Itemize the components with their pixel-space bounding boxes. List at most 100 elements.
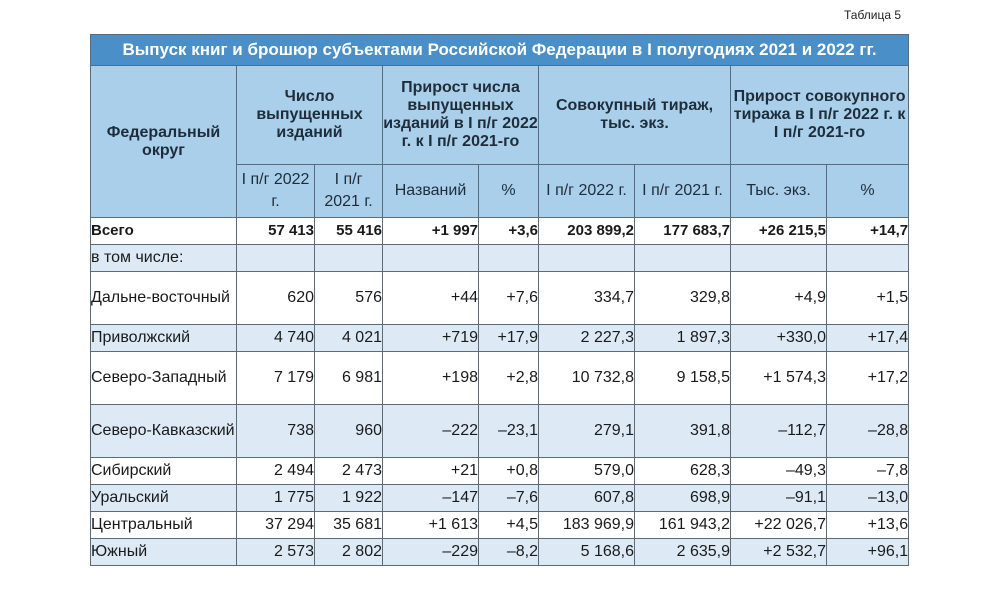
cell: 55 416 [314,217,383,245]
cell: +26 215,5 [730,217,827,245]
cell: 279,1 [538,404,635,458]
row-name: Сибирский [90,457,237,485]
table-row: Дальне-восточный 620 576 +44 +7,6 334,7 … [90,271,910,325]
subheader-thous: Тыс. экз. [730,164,827,218]
cell: 2 802 [314,538,383,566]
header-circulation: Совокупный тираж, тыс. экз. [538,65,731,165]
cell: –147 [382,484,479,512]
cell: 334,7 [538,271,635,325]
cell: 1 897,3 [634,324,731,352]
cell: 35 681 [314,511,383,539]
cell: –91,1 [730,484,827,512]
cell: –222 [382,404,479,458]
header-circulation-growth: Прирост совокупного тиража в I п/г 2022 … [729,65,910,165]
cell: +96,1 [825,538,910,566]
cell: 1 922 [314,484,383,512]
cell: +22 026,7 [730,511,827,539]
cell: 329,8 [634,271,731,325]
cell: –23,1 [478,404,539,458]
cell: 960 [314,404,383,458]
cell: 607,8 [538,484,635,512]
cell: 4 021 [314,324,383,352]
cell: 2 635,9 [634,538,731,566]
table-row-total: Всего 57 413 55 416 +1 997 +3,6 203 899,… [90,217,910,245]
cell: +14,7 [825,217,910,245]
cell: –8,2 [478,538,539,566]
table-title: Выпуск книг и брошюр субъектами Российск… [89,34,910,66]
cell: 2 473 [314,457,383,485]
subheader-names: Названий [382,164,479,218]
cell: +3,6 [478,217,539,245]
publishing-table: Выпуск книг и брошюр субъектами Российск… [89,34,910,566]
subheader-pct2: % [825,164,910,218]
cell: 203 899,2 [538,217,635,245]
cell: 2 227,3 [538,324,635,352]
cell: 2 494 [236,457,315,485]
cell: 7 179 [236,351,315,405]
cell: 2 573 [236,538,315,566]
cell: +17,2 [825,351,910,405]
cell: +1,5 [825,271,910,325]
cell: 1 775 [236,484,315,512]
cell: 37 294 [236,511,315,539]
cell: +1 997 [382,217,479,245]
cell: 183 969,9 [538,511,635,539]
cell: 576 [314,271,383,325]
row-name: Северо-Кавказский [90,404,237,458]
cell: +0,8 [478,457,539,485]
cell: +330,0 [730,324,827,352]
table-row-including: в том числе: [90,244,910,272]
cell: +4,9 [730,271,827,325]
cell: 177 683,7 [634,217,731,245]
table-row: Центральный 37 294 35 681 +1 613 +4,5 18… [90,511,910,539]
cell: –112,7 [730,404,827,458]
cell: +1 574,3 [730,351,827,405]
subheader-c2021: I п/г 2021 г. [634,164,731,218]
row-name: Дальне-восточный [90,271,237,325]
cell: +21 [382,457,479,485]
table-row: Северо-Западный 7 179 6 981 +198 +2,8 10… [90,351,910,405]
table-row: Уральский 1 775 1 922 –147 –7,6 607,8 69… [90,484,910,512]
row-name: Центральный [90,511,237,539]
row-name: Южный [90,538,237,566]
cell: 9 158,5 [634,351,731,405]
cell: +1 613 [382,511,479,539]
row-name: Уральский [90,484,237,512]
subheader-h2021: I п/г 2021 г. [314,164,383,218]
cell: 5 168,6 [538,538,635,566]
cell: +2 532,7 [730,538,827,566]
header-titles-growth: Прирост числа выпущенных изданий в I п/г… [382,65,539,165]
table-number-label: Таблица 5 [844,8,902,22]
cell: –13,0 [825,484,910,512]
table-row: Сибирский 2 494 2 473 +21 +0,8 579,0 628… [90,457,910,485]
cell: –229 [382,538,479,566]
row-name: в том числе: [90,244,237,272]
cell: –49,3 [730,457,827,485]
cell: +13,6 [825,511,910,539]
subheader-c2022: I п/г 2022 г. [538,164,635,218]
cell: –28,8 [825,404,910,458]
cell: 57 413 [236,217,315,245]
cell: –7,6 [478,484,539,512]
row-name: Приволжский [90,324,237,352]
cell: 6 981 [314,351,383,405]
header-district: Федеральный округ [90,65,237,218]
cell: 10 732,8 [538,351,635,405]
table-row: Южный 2 573 2 802 –229 –8,2 5 168,6 2 63… [90,538,910,566]
cell: 620 [236,271,315,325]
table-row: Приволжский 4 740 4 021 +719 +17,9 2 227… [90,324,910,352]
cell: +719 [382,324,479,352]
header-row: Федеральный округ Число выпущенных издан… [90,65,910,218]
table-title-row: Выпуск книг и брошюр субъектами Российск… [89,34,910,66]
cell: +2,8 [478,351,539,405]
subheader-pct: % [478,164,539,218]
cell: +17,4 [825,324,910,352]
cell: +7,6 [478,271,539,325]
cell: 738 [236,404,315,458]
cell: –7,8 [825,457,910,485]
header-titles-count: Число выпущенных изданий [236,65,383,165]
cell: +44 [382,271,479,325]
cell: 161 943,2 [634,511,731,539]
cell: 4 740 [236,324,315,352]
cell: 628,3 [634,457,731,485]
